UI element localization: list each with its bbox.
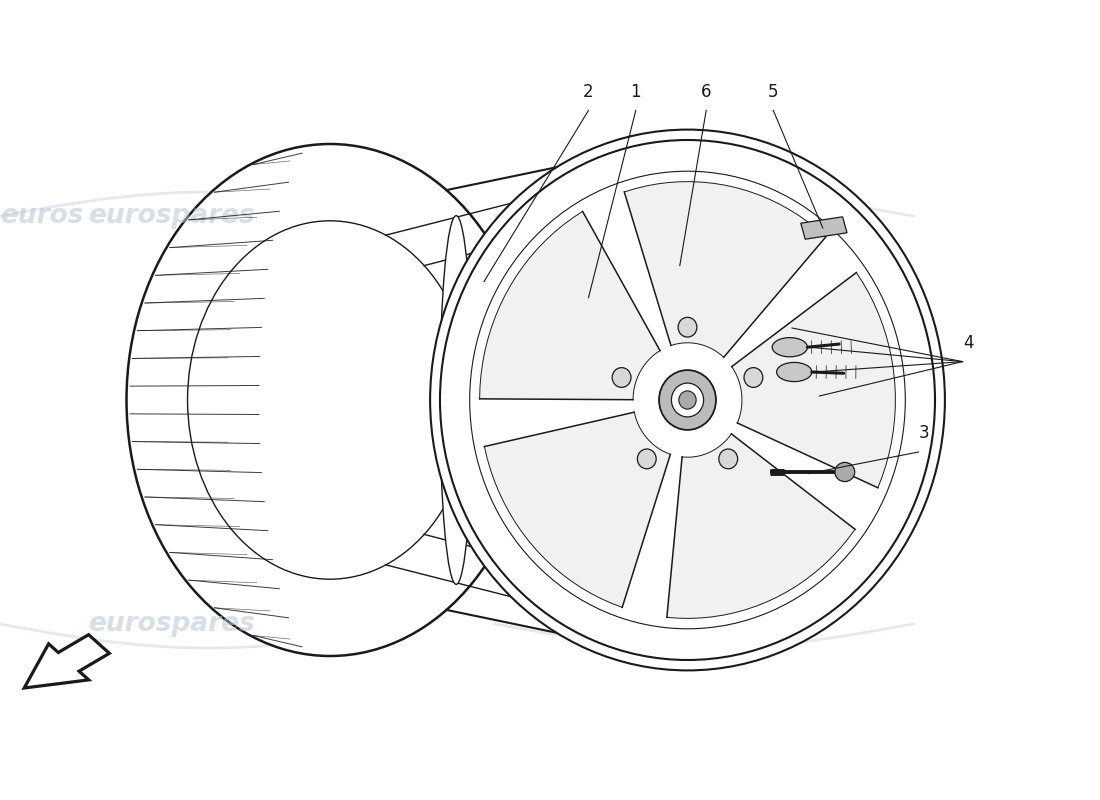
Ellipse shape bbox=[187, 221, 473, 579]
Ellipse shape bbox=[430, 130, 945, 670]
Text: 1: 1 bbox=[630, 82, 641, 101]
FancyArrow shape bbox=[24, 634, 109, 688]
Polygon shape bbox=[801, 217, 847, 239]
Polygon shape bbox=[667, 434, 855, 618]
Polygon shape bbox=[480, 211, 660, 400]
Polygon shape bbox=[625, 182, 826, 358]
Text: 3: 3 bbox=[918, 424, 930, 442]
Ellipse shape bbox=[678, 318, 697, 337]
Text: eurospares: eurospares bbox=[88, 203, 255, 229]
Ellipse shape bbox=[440, 216, 472, 584]
Ellipse shape bbox=[671, 383, 704, 417]
Ellipse shape bbox=[744, 368, 762, 387]
Ellipse shape bbox=[718, 449, 738, 469]
Ellipse shape bbox=[613, 368, 631, 387]
Text: euros: euros bbox=[0, 203, 84, 229]
Ellipse shape bbox=[659, 370, 716, 430]
Ellipse shape bbox=[126, 144, 534, 656]
Polygon shape bbox=[484, 412, 670, 607]
Text: 4: 4 bbox=[962, 334, 974, 352]
Ellipse shape bbox=[637, 449, 657, 469]
Text: eurospares: eurospares bbox=[88, 611, 255, 637]
Polygon shape bbox=[732, 273, 895, 488]
Ellipse shape bbox=[470, 171, 905, 629]
Text: 5: 5 bbox=[768, 82, 779, 101]
Text: 6: 6 bbox=[701, 82, 712, 101]
Ellipse shape bbox=[772, 338, 807, 357]
Ellipse shape bbox=[679, 391, 696, 409]
Text: 2: 2 bbox=[583, 82, 594, 101]
Ellipse shape bbox=[835, 462, 855, 482]
Ellipse shape bbox=[440, 140, 935, 660]
Text: eurospares: eurospares bbox=[572, 611, 739, 637]
Text: eurospares: eurospares bbox=[572, 203, 739, 229]
Ellipse shape bbox=[777, 362, 812, 382]
